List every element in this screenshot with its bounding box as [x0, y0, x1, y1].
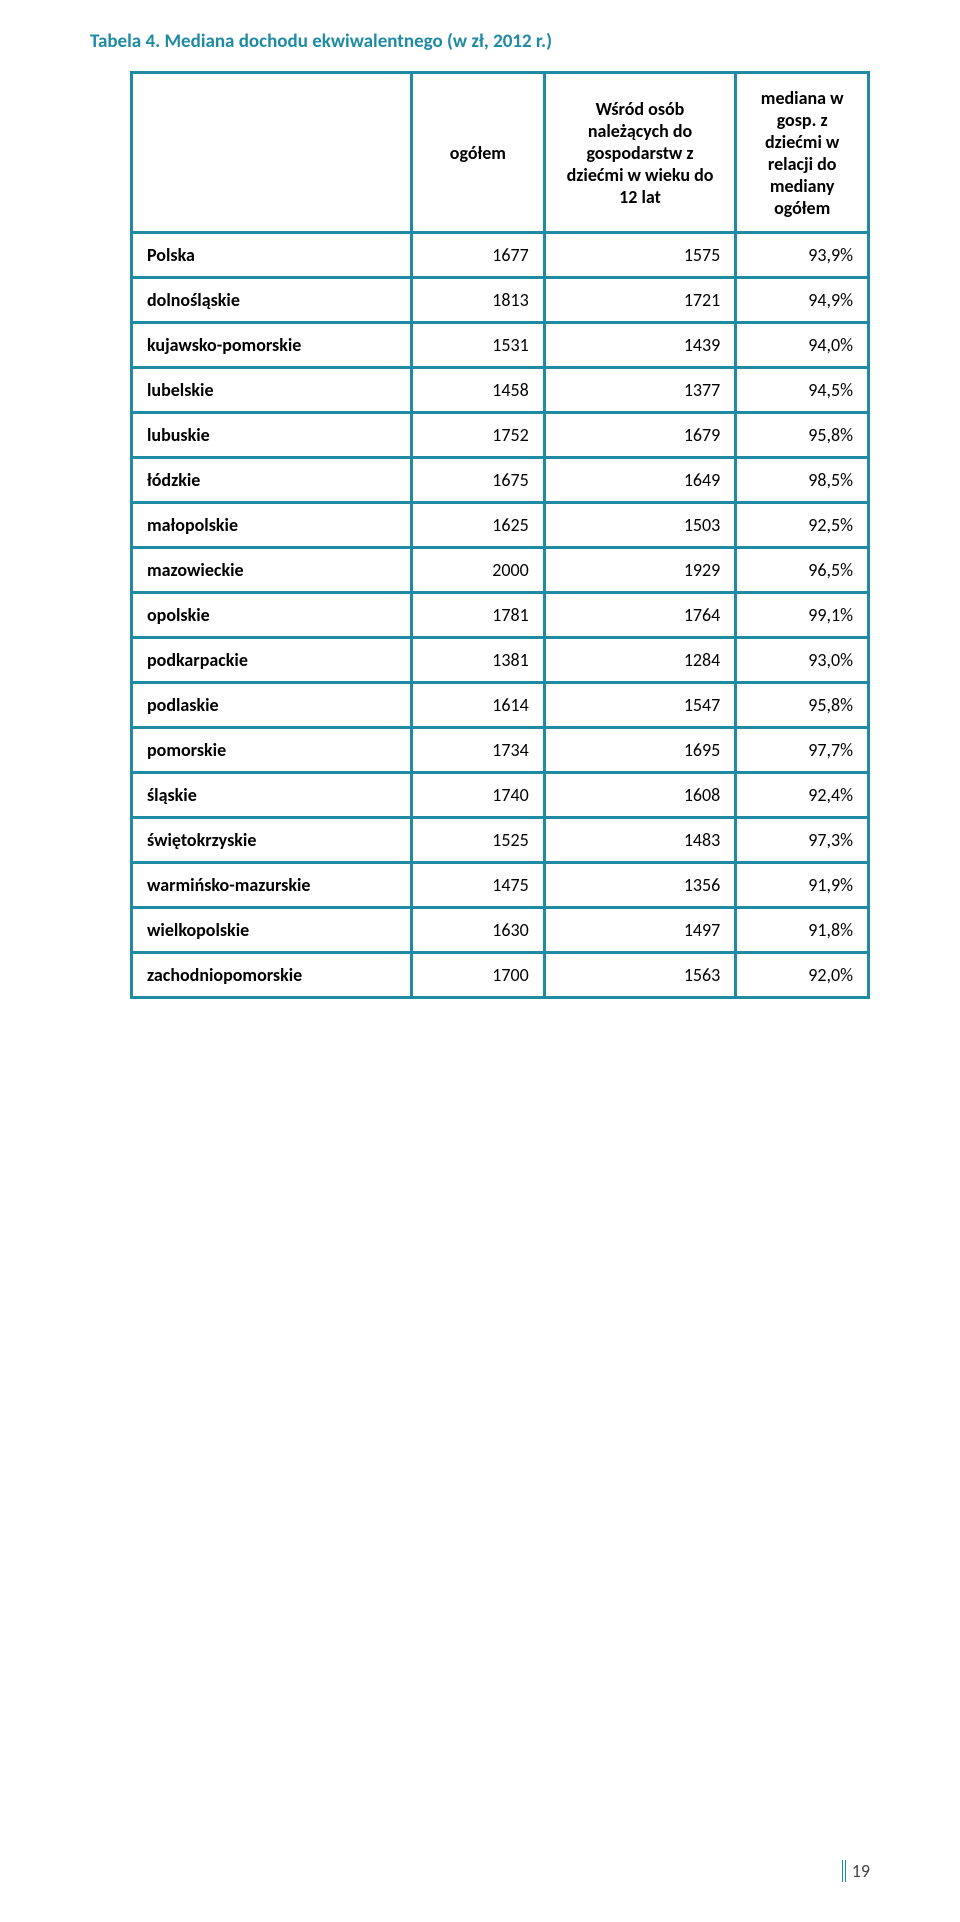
cell-value: 1531: [412, 323, 545, 368]
col-header-wsrod-osob: Wśród osób należących do gospodarstw z d…: [544, 73, 736, 233]
table-row: lubelskie 1458 1377 94,5%: [132, 368, 869, 413]
table-row: zachodniopomorskie 1700 1563 92,0%: [132, 953, 869, 998]
table-row: warmińsko-mazurskie 1475 1356 91,9%: [132, 863, 869, 908]
table-row: łódzkie 1675 1649 98,5%: [132, 458, 869, 503]
cell-region: podlaskie: [132, 683, 412, 728]
cell-value: 95,8%: [736, 683, 869, 728]
cell-value: 1752: [412, 413, 545, 458]
cell-region: świętokrzyskie: [132, 818, 412, 863]
cell-value: 98,5%: [736, 458, 869, 503]
cell-value: 1813: [412, 278, 545, 323]
table-row: Polska 1677 1575 93,9%: [132, 233, 869, 278]
cell-value: 91,9%: [736, 863, 869, 908]
cell-value: 1497: [544, 908, 736, 953]
cell-region: Polska: [132, 233, 412, 278]
cell-region: śląskie: [132, 773, 412, 818]
cell-value: 92,0%: [736, 953, 869, 998]
cell-value: 96,5%: [736, 548, 869, 593]
cell-region: warmińsko-mazurskie: [132, 863, 412, 908]
cell-value: 1614: [412, 683, 545, 728]
table-row: wielkopolskie 1630 1497 91,8%: [132, 908, 869, 953]
table-row: podlaskie 1614 1547 95,8%: [132, 683, 869, 728]
cell-value: 99,1%: [736, 593, 869, 638]
cell-value: 1630: [412, 908, 545, 953]
table-row: mazowieckie 2000 1929 96,5%: [132, 548, 869, 593]
cell-value: 1700: [412, 953, 545, 998]
cell-value: 94,0%: [736, 323, 869, 368]
cell-region: małopolskie: [132, 503, 412, 548]
table-row: dolnośląskie 1813 1721 94,9%: [132, 278, 869, 323]
cell-value: 1377: [544, 368, 736, 413]
cell-region: pomorskie: [132, 728, 412, 773]
cell-region: kujawsko-pomorskie: [132, 323, 412, 368]
table-row: kujawsko-pomorskie 1531 1439 94,0%: [132, 323, 869, 368]
cell-region: mazowieckie: [132, 548, 412, 593]
cell-value: 1503: [544, 503, 736, 548]
cell-value: 1695: [544, 728, 736, 773]
cell-value: 1575: [544, 233, 736, 278]
cell-value: 1563: [544, 953, 736, 998]
cell-value: 91,8%: [736, 908, 869, 953]
cell-value: 1764: [544, 593, 736, 638]
col-header-ogolem: ogółem: [412, 73, 545, 233]
table-row: pomorskie 1734 1695 97,7%: [132, 728, 869, 773]
cell-value: 94,9%: [736, 278, 869, 323]
cell-value: 1781: [412, 593, 545, 638]
col-header-mediana-relacji: mediana w gosp. z dziećmi w relacji do m…: [736, 73, 869, 233]
cell-region: podkarpackie: [132, 638, 412, 683]
cell-value: 1740: [412, 773, 545, 818]
cell-value: 92,5%: [736, 503, 869, 548]
cell-value: 1734: [412, 728, 545, 773]
cell-value: 92,4%: [736, 773, 869, 818]
cell-value: 94,5%: [736, 368, 869, 413]
cell-value: 1608: [544, 773, 736, 818]
cell-value: 1625: [412, 503, 545, 548]
cell-value: 1679: [544, 413, 736, 458]
col-header-empty: [132, 73, 412, 233]
cell-value: 1356: [544, 863, 736, 908]
table-row: świętokrzyskie 1525 1483 97,3%: [132, 818, 869, 863]
cell-value: 1929: [544, 548, 736, 593]
cell-value: 1381: [412, 638, 545, 683]
cell-value: 93,0%: [736, 638, 869, 683]
cell-value: 1649: [544, 458, 736, 503]
income-table: ogółem Wśród osób należących do gospodar…: [130, 71, 870, 999]
page-number-value: 19: [842, 1860, 870, 1882]
cell-region: opolskie: [132, 593, 412, 638]
table-row: podkarpackie 1381 1284 93,0%: [132, 638, 869, 683]
cell-region: lubuskie: [132, 413, 412, 458]
cell-value: 2000: [412, 548, 545, 593]
cell-region: lubelskie: [132, 368, 412, 413]
cell-value: 1439: [544, 323, 736, 368]
table-body: Polska 1677 1575 93,9% dolnośląskie 1813…: [132, 233, 869, 998]
cell-value: 1284: [544, 638, 736, 683]
table-row: małopolskie 1625 1503 92,5%: [132, 503, 869, 548]
cell-region: wielkopolskie: [132, 908, 412, 953]
cell-value: 1458: [412, 368, 545, 413]
table-row: opolskie 1781 1764 99,1%: [132, 593, 869, 638]
cell-value: 1547: [544, 683, 736, 728]
cell-value: 93,9%: [736, 233, 869, 278]
table-row: śląskie 1740 1608 92,4%: [132, 773, 869, 818]
cell-value: 97,7%: [736, 728, 869, 773]
cell-region: łódzkie: [132, 458, 412, 503]
cell-value: 1675: [412, 458, 545, 503]
table-header-row: ogółem Wśród osób należących do gospodar…: [132, 73, 869, 233]
table-caption: Tabela 4. Mediana dochodu ekwiwalentnego…: [90, 30, 870, 53]
cell-value: 1483: [544, 818, 736, 863]
cell-value: 1721: [544, 278, 736, 323]
cell-value: 95,8%: [736, 413, 869, 458]
cell-value: 1677: [412, 233, 545, 278]
cell-value: 1475: [412, 863, 545, 908]
cell-region: zachodniopomorskie: [132, 953, 412, 998]
document-page: Tabela 4. Mediana dochodu ekwiwalentnego…: [0, 0, 960, 1922]
cell-value: 97,3%: [736, 818, 869, 863]
cell-value: 1525: [412, 818, 545, 863]
cell-region: dolnośląskie: [132, 278, 412, 323]
page-number: 19: [842, 1860, 870, 1882]
table-row: lubuskie 1752 1679 95,8%: [132, 413, 869, 458]
